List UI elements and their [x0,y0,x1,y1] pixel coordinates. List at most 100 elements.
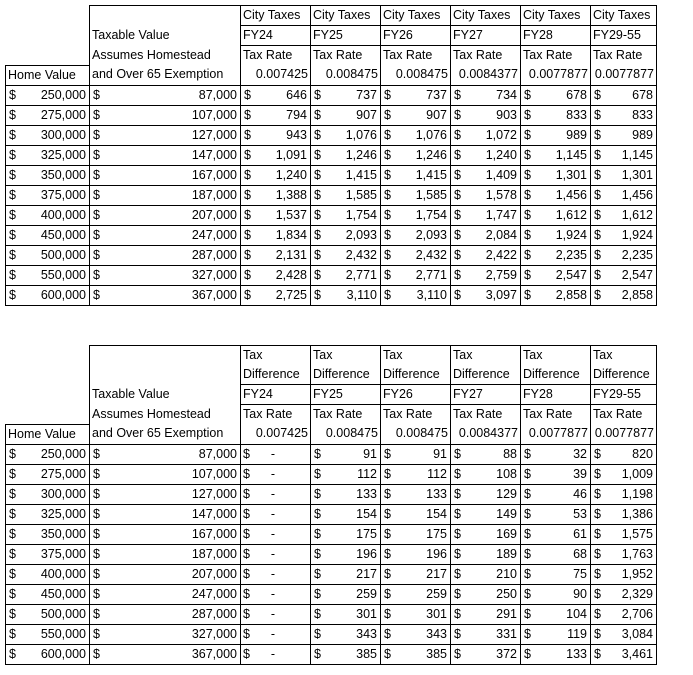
amount: 600,000 [40,287,86,302]
money-value: $287,000 [92,605,238,624]
amount: 678 [566,87,587,102]
header-cell: 0.008475 [380,424,451,444]
amount: 737 [426,87,447,102]
currency-symbol: $ [454,247,461,262]
data-cell: $127,000 [89,124,241,145]
money-value: $275,000 [8,465,87,484]
money-value: $ - [243,545,308,564]
currency-symbol: $ [244,287,251,302]
currency-symbol: $ [454,87,461,102]
header-cell [89,5,241,26]
money-value: $175 [383,525,448,544]
money-value: $104 [523,605,588,624]
data-cell: $147,000 [89,503,241,524]
header-cell: City Taxes [520,5,591,26]
amount: 2,235 [621,247,653,262]
header-cell: Difference [590,365,657,385]
data-cell: $1,145 [520,144,591,165]
data-cell: $400,000 [5,204,90,225]
amount: 1,952 [621,566,653,581]
data-cell: $820 [590,443,657,464]
header-cell [89,365,241,385]
data-cell: $119 [520,623,591,644]
header-cell [6,26,90,46]
money-value: $2,771 [313,266,378,285]
data-cell: $154 [380,503,451,524]
money-value: $2,422 [453,246,518,265]
currency-symbol: $ [524,606,531,621]
currency-symbol: $ [454,486,461,501]
data-cell: $91 [380,443,451,464]
amount: 2,725 [275,287,307,302]
money-value: $1,091 [243,146,308,165]
currency-symbol: $ [314,646,321,661]
amount: 1,386 [621,506,653,521]
currency-symbol: $ [384,127,391,142]
amount: 2,329 [621,586,653,601]
header-cell: Tax [240,345,311,365]
data-cell: $ - [240,643,311,665]
amount: 3,110 [416,287,447,302]
currency-symbol: $ [9,167,16,182]
data-cell: $1,754 [380,204,451,225]
data-cell: $2,093 [380,224,451,245]
money-value: $450,000 [8,585,87,604]
currency-symbol: $ [243,606,250,621]
data-cell: $196 [310,543,381,564]
money-value: $2,329 [593,585,654,604]
data-cell: $75 [520,563,591,584]
money-value: $1,763 [593,545,654,564]
amount: 385 [426,646,447,661]
currency-symbol: $ [384,147,391,162]
money-value: $301 [383,605,448,624]
currency-symbol: $ [524,546,531,561]
data-cell: $ - [240,623,311,644]
header-cell: Difference [450,365,521,385]
money-value: $187,000 [92,545,238,564]
money-value: $207,000 [92,206,238,225]
header-cell [6,6,90,26]
data-cell: $133 [380,483,451,504]
currency-symbol: $ [243,446,250,461]
money-value: $327,000 [92,266,238,285]
amount: 2,428 [275,267,307,282]
amount: 112 [357,466,377,481]
money-value: $327,000 [92,625,238,644]
amount: 147,000 [191,506,237,521]
currency-symbol: $ [9,646,16,661]
data-cell: $2,428 [240,264,311,285]
currency-symbol: $ [314,127,321,142]
money-value: $2,771 [383,266,448,285]
money-value: $68 [523,545,588,564]
money-value: $1,415 [383,166,448,185]
amount: - [270,586,276,601]
data-cell: $372 [450,643,521,665]
currency-symbol: $ [384,87,391,102]
data-cell: $903 [450,104,521,125]
amount: 1,578 [485,187,517,202]
money-value: $1,076 [383,126,448,145]
money-value: $1,301 [593,166,654,185]
currency-symbol: $ [93,606,100,621]
data-cell: $ - [240,443,311,464]
data-cell: $1,754 [310,204,381,225]
currency-symbol: $ [9,247,16,262]
money-value: $2,547 [593,266,654,285]
data-cell: $104 [520,603,591,624]
currency-symbol: $ [454,167,461,182]
amount: 385 [356,646,377,661]
data-cell: $1,240 [240,164,311,185]
money-value: $250,000 [8,86,87,105]
header-cell: Tax Rate [450,404,521,424]
currency-symbol: $ [594,586,601,601]
money-value: $108 [453,465,518,484]
amount: 350,000 [40,167,86,182]
money-value: $291 [453,605,518,624]
amount: 259 [356,586,377,601]
amount: - [270,606,276,621]
money-value: $1,754 [313,206,378,225]
amount: 187,000 [191,546,237,561]
amount: 2,759 [485,267,517,282]
data-cell: $68 [520,543,591,564]
currency-symbol: $ [314,546,321,561]
